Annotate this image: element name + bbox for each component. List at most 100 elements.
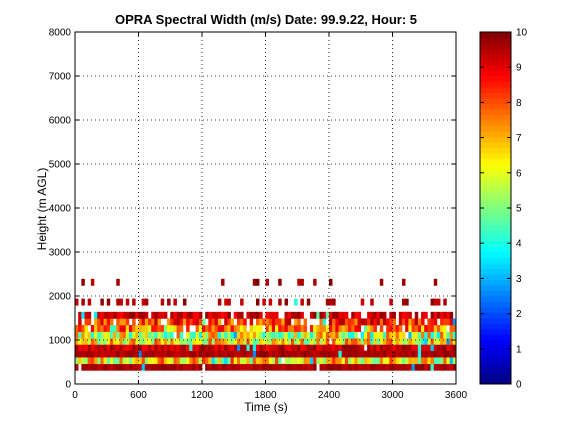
heatmap-cell xyxy=(87,331,92,339)
heatmap-cell xyxy=(132,363,136,371)
heatmap-cell xyxy=(300,357,304,365)
heatmap-cell xyxy=(186,325,190,332)
heatmap-cell xyxy=(243,318,247,326)
heatmap-cell xyxy=(176,338,181,345)
heatmap-cell xyxy=(325,357,330,365)
heatmap-cell xyxy=(157,338,162,345)
heatmap-cell xyxy=(78,318,82,326)
heatmap-cell xyxy=(87,363,92,371)
heatmap-cell xyxy=(408,331,412,339)
heatmap-cell xyxy=(335,325,339,332)
heatmap-cell xyxy=(246,338,250,345)
heatmap-cell xyxy=(262,350,266,358)
heatmap-cell xyxy=(344,363,349,371)
heatmap-cell xyxy=(421,344,425,351)
heatmap-cell xyxy=(75,357,79,365)
heatmap-cell xyxy=(449,363,454,371)
heatmap-cell xyxy=(160,311,165,319)
heatmap-cell xyxy=(167,318,171,326)
colorbar-segment xyxy=(480,175,511,181)
heatmap-cell xyxy=(344,331,349,339)
heatmap-cell xyxy=(402,338,406,345)
heatmap-cell xyxy=(338,331,342,339)
heatmap-cell xyxy=(338,311,342,319)
y-tick-label: 3000 xyxy=(49,248,72,259)
heatmap-cell xyxy=(249,311,254,319)
heatmap-cell xyxy=(354,338,358,345)
heatmap-cell xyxy=(278,357,282,365)
heatmap-cell xyxy=(252,363,257,371)
heatmap-cell xyxy=(157,344,162,351)
heatmap-cell xyxy=(389,344,393,351)
heatmap-cell xyxy=(84,331,88,339)
heatmap-cell xyxy=(351,331,355,339)
heatmap-cell xyxy=(306,344,311,351)
heatmap-cell xyxy=(341,357,346,365)
heatmap-cell xyxy=(411,357,416,365)
heatmap-cell xyxy=(421,363,425,371)
colorbar-tick-label: 1 xyxy=(516,344,522,355)
heatmap-cell xyxy=(348,350,352,358)
heatmap-cell xyxy=(421,350,425,358)
heatmap-cell xyxy=(221,311,225,319)
heatmap-cell xyxy=(386,318,390,326)
heatmap-cell xyxy=(367,363,371,371)
heatmap-cell xyxy=(246,350,250,358)
heatmap-cell xyxy=(252,344,257,351)
heatmap-cell xyxy=(167,363,171,371)
heatmap-cell xyxy=(160,363,165,371)
heatmap-cell xyxy=(170,357,174,365)
heatmap-cell xyxy=(195,311,200,319)
heatmap-cell xyxy=(265,278,269,286)
heatmap-cell xyxy=(367,350,371,358)
heatmap-cell xyxy=(417,350,422,358)
heatmap-cell xyxy=(373,363,377,371)
heatmap-cell xyxy=(357,344,362,351)
heatmap-cell xyxy=(84,318,88,326)
heatmap-cell xyxy=(246,344,250,351)
heatmap-cell xyxy=(411,344,416,351)
heatmap-cell xyxy=(268,325,273,332)
heatmap-cell xyxy=(357,350,362,358)
heatmap-cell xyxy=(132,350,136,358)
heatmap-cell xyxy=(367,311,371,319)
heatmap-cell xyxy=(141,325,146,332)
heatmap-cell xyxy=(138,344,142,351)
heatmap-cell xyxy=(341,363,346,371)
colorbar-segment xyxy=(480,43,511,49)
heatmap-cell xyxy=(179,344,184,351)
heatmap-cell xyxy=(294,318,298,326)
heatmap-cell xyxy=(252,338,257,345)
heatmap-cell xyxy=(446,363,450,371)
heatmap-cell xyxy=(252,357,257,365)
heatmap-cell xyxy=(316,325,320,332)
heatmap-cell xyxy=(386,344,390,351)
heatmap-cell xyxy=(100,344,104,351)
heatmap-cell xyxy=(170,338,174,345)
heatmap-cell xyxy=(449,325,454,332)
heatmap-cell xyxy=(116,298,120,306)
heatmap-cell xyxy=(281,350,285,358)
heatmap-cell xyxy=(402,298,406,306)
heatmap-cell xyxy=(335,331,339,339)
heatmap-cell xyxy=(398,350,403,358)
heatmap-cell xyxy=(100,350,104,358)
heatmap-cell xyxy=(90,331,95,339)
heatmap-cell xyxy=(300,350,304,358)
heatmap-cell xyxy=(275,331,279,339)
colorbar-segment xyxy=(480,109,511,115)
heatmap-cell xyxy=(284,298,289,306)
heatmap-cell xyxy=(138,363,142,371)
heatmap-cell xyxy=(338,344,342,351)
heatmap-cell xyxy=(211,357,215,365)
heatmap-cell xyxy=(370,357,374,365)
colorbar-segment xyxy=(480,356,511,363)
heatmap-cell xyxy=(268,298,273,306)
heatmap-cell xyxy=(306,298,311,306)
heatmap-cell xyxy=(348,363,352,371)
heatmap-cell xyxy=(389,331,393,339)
heatmap-cell xyxy=(81,344,85,351)
heatmap-cell xyxy=(87,311,92,319)
heatmap-cell xyxy=(446,338,450,345)
heatmap-cell xyxy=(386,363,390,371)
